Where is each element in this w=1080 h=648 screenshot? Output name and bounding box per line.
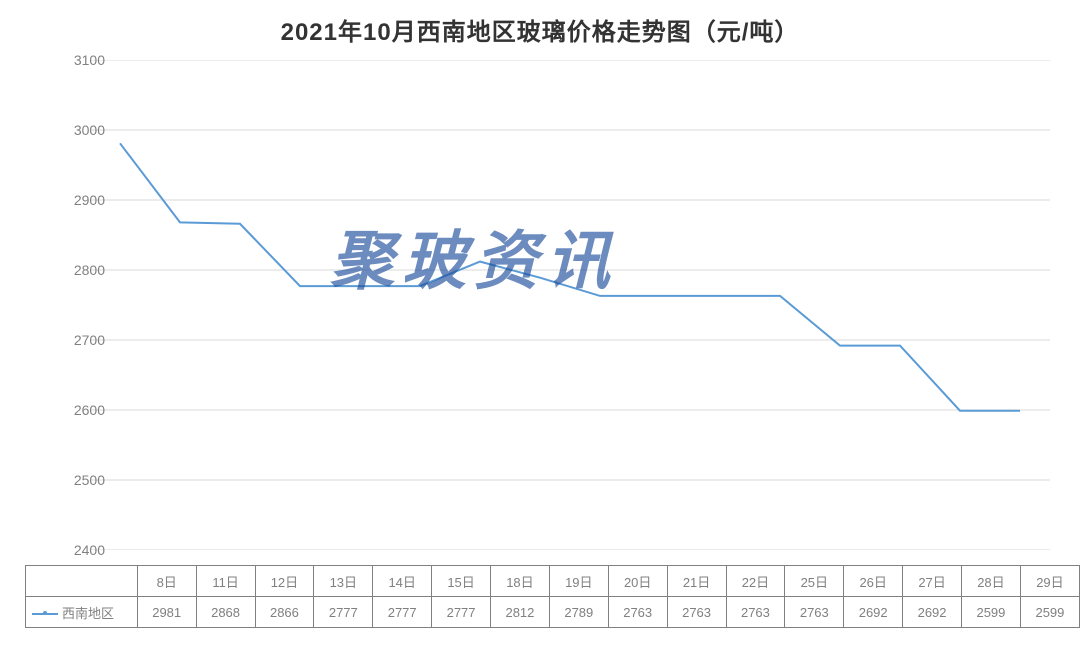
table-date-cell: 28日 xyxy=(962,566,1021,597)
table-date-cell: 21日 xyxy=(667,566,726,597)
table-date-cell: 8日 xyxy=(137,566,196,597)
table-date-cell: 12日 xyxy=(255,566,314,597)
plot-area xyxy=(90,60,1050,550)
table-date-cell: 13日 xyxy=(314,566,373,597)
table-value-cell: 2692 xyxy=(903,597,962,628)
table-date-cell: 22日 xyxy=(726,566,785,597)
chart-svg xyxy=(90,60,1050,550)
table-date-cell: 29日 xyxy=(1020,566,1079,597)
table-date-cell: 26日 xyxy=(844,566,903,597)
table-date-cell: 19日 xyxy=(549,566,608,597)
table-value-cell: 2763 xyxy=(608,597,667,628)
table-value-cell: 2868 xyxy=(196,597,255,628)
y-tick-label: 2500 xyxy=(74,472,105,488)
data-line xyxy=(120,143,1020,410)
table-value-row: 西南地区 29812868286627772777277728122789276… xyxy=(26,597,1080,628)
y-tick-label: 2800 xyxy=(74,262,105,278)
table-value-cell: 2866 xyxy=(255,597,314,628)
table-date-cell: 11日 xyxy=(196,566,255,597)
table-value-cell: 2763 xyxy=(726,597,785,628)
y-tick-label: 2600 xyxy=(74,402,105,418)
y-tick-label: 3100 xyxy=(74,52,105,68)
table-value-cell: 2763 xyxy=(667,597,726,628)
table-value-cell: 2777 xyxy=(373,597,432,628)
y-tick-label: 2900 xyxy=(74,192,105,208)
data-table: 8日11日12日13日14日15日18日19日20日21日22日25日26日27… xyxy=(25,565,1080,628)
table-value-cell: 2599 xyxy=(962,597,1021,628)
series-name-label: 西南地区 xyxy=(62,606,114,621)
table-date-cell: 15日 xyxy=(432,566,491,597)
table-date-cell: 27日 xyxy=(903,566,962,597)
table-header-empty xyxy=(26,566,138,597)
table-value-cell: 2599 xyxy=(1020,597,1079,628)
chart-title: 2021年10月西南地区玻璃价格走势图（元/吨） xyxy=(0,12,1080,47)
table-date-cell: 14日 xyxy=(373,566,432,597)
table-value-cell: 2692 xyxy=(844,597,903,628)
chart-container: 2021年10月西南地区玻璃价格走势图（元/吨） 2400 2500 2600 270… xyxy=(0,0,1080,648)
y-tick-label: 3000 xyxy=(74,122,105,138)
table-date-cell: 25日 xyxy=(785,566,844,597)
table-date-row: 8日11日12日13日14日15日18日19日20日21日22日25日26日27… xyxy=(26,566,1080,597)
table-date-cell: 18日 xyxy=(491,566,550,597)
table-value-cell: 2789 xyxy=(549,597,608,628)
y-tick-label: 2700 xyxy=(74,332,105,348)
table-value-cell: 2812 xyxy=(491,597,550,628)
table-value-cell: 2981 xyxy=(137,597,196,628)
legend-line-icon xyxy=(32,613,58,615)
table-value-cell: 2777 xyxy=(432,597,491,628)
table-date-cell: 20日 xyxy=(608,566,667,597)
table-value-cell: 2763 xyxy=(785,597,844,628)
y-tick-label: 2400 xyxy=(74,542,105,558)
table-series-header: 西南地区 xyxy=(26,597,138,628)
table-value-cell: 2777 xyxy=(314,597,373,628)
